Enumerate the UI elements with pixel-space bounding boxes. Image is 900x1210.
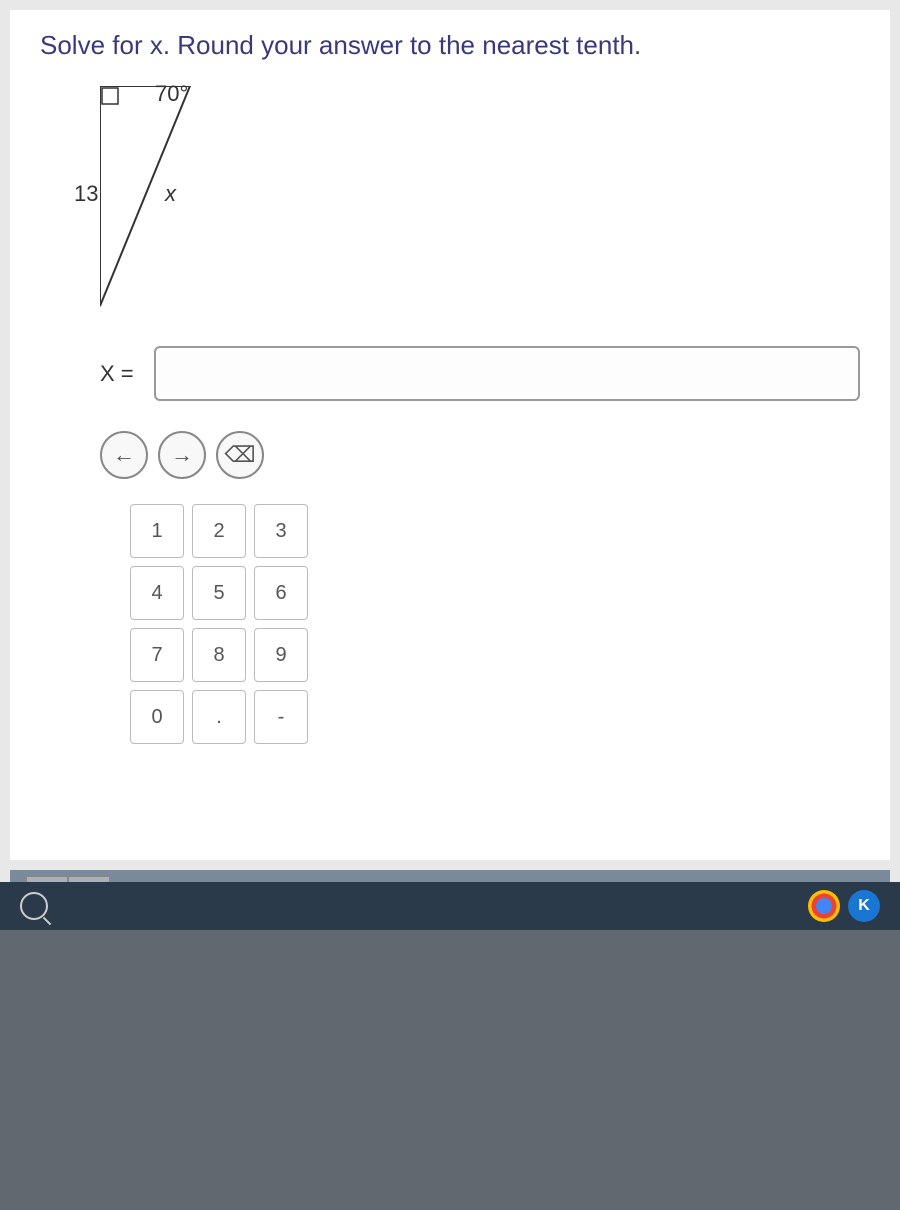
key-2[interactable]: 2 — [192, 504, 246, 558]
key-5[interactable]: 5 — [192, 566, 246, 620]
key-1[interactable]: 1 — [130, 504, 184, 558]
key-8[interactable]: 8 — [192, 628, 246, 682]
keypad-row-1: 1 2 3 — [130, 504, 860, 558]
nav-buttons: ← → ⌫ — [100, 431, 860, 479]
taskbar-icons: K — [808, 890, 880, 922]
key-6[interactable]: 6 — [254, 566, 308, 620]
triangle-diagram: 13 70° x — [100, 86, 280, 316]
answer-label: X = — [100, 361, 134, 387]
keypad-row-4: 0 . - — [130, 690, 860, 744]
key-7[interactable]: 7 — [130, 628, 184, 682]
chrome-icon[interactable] — [808, 890, 840, 922]
search-icon[interactable] — [20, 892, 48, 920]
answer-row: X = — [100, 346, 860, 401]
key-9[interactable]: 9 — [254, 628, 308, 682]
question-prompt: Solve for x. Round your answer to the ne… — [40, 30, 860, 61]
keypad: 1 2 3 4 5 6 7 8 9 0 . - — [130, 504, 860, 744]
k-app-icon[interactable]: K — [848, 890, 880, 922]
side-label: 13 — [74, 181, 98, 207]
hypotenuse-label: x — [165, 181, 176, 207]
key-4[interactable]: 4 — [130, 566, 184, 620]
triangle-svg — [100, 86, 280, 316]
angle-label: 70° — [155, 81, 188, 107]
key-minus[interactable]: - — [254, 690, 308, 744]
desk-surface — [0, 930, 900, 1210]
key-dot[interactable]: . — [192, 690, 246, 744]
undo-button[interactable]: ← — [100, 431, 148, 479]
backspace-button[interactable]: ⌫ — [216, 431, 264, 479]
keypad-row-2: 4 5 6 — [130, 566, 860, 620]
viewer-container: Solve for x. Round your answer to the ne… — [10, 10, 890, 860]
answer-input[interactable] — [154, 346, 860, 401]
keypad-row-3: 7 8 9 — [130, 628, 860, 682]
taskbar: K — [0, 882, 900, 930]
redo-button[interactable]: → — [158, 431, 206, 479]
key-0[interactable]: 0 — [130, 690, 184, 744]
key-3[interactable]: 3 — [254, 504, 308, 558]
